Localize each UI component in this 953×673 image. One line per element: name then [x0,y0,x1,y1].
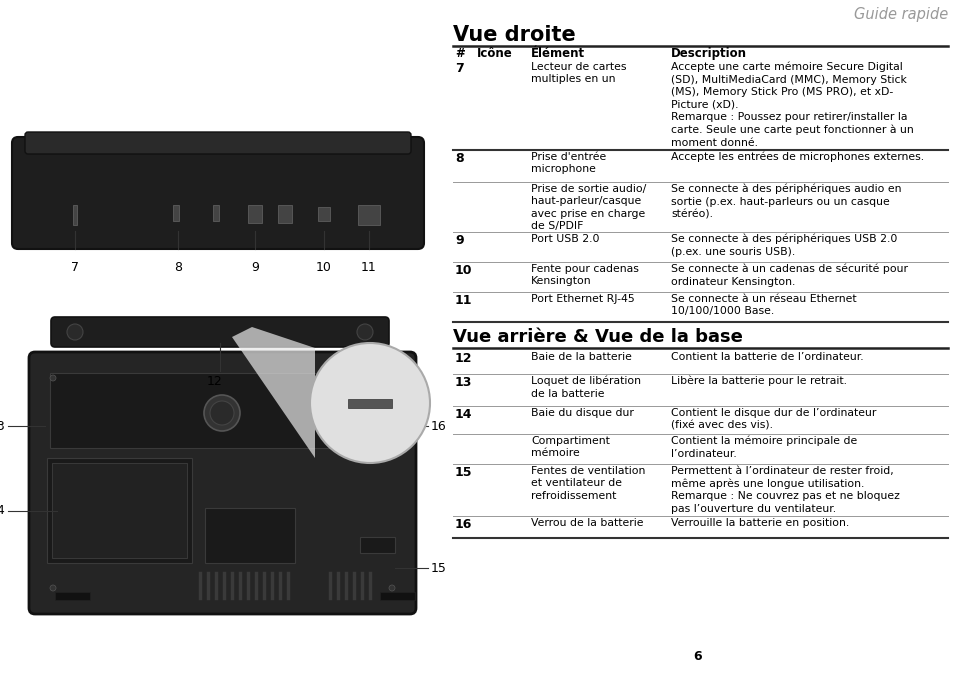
Text: Guide rapide: Guide rapide [853,7,947,22]
Text: Verrouille la batterie en position.: Verrouille la batterie en position. [670,518,848,528]
Bar [359,537,395,553]
Text: 15: 15 [455,466,472,479]
Bar [317,207,330,221]
Bar [277,205,292,223]
Text: 10: 10 [455,264,472,277]
Text: 13: 13 [455,376,472,389]
Text: 14: 14 [0,505,5,518]
Bar [47,458,192,563]
Text: Baie de la batterie: Baie de la batterie [531,352,631,362]
Text: 14: 14 [455,408,472,421]
Text: Port USB 2.0: Port USB 2.0 [531,234,598,244]
Circle shape [389,375,395,381]
Text: 13: 13 [0,419,5,433]
Circle shape [204,395,240,431]
FancyBboxPatch shape [51,317,389,347]
Text: Prise de sortie audio/
haut-parleur/casque
avec prise en charge
de S/PDIF: Prise de sortie audio/ haut-parleur/casq… [531,184,645,232]
Bar [205,508,294,563]
Text: 16: 16 [455,518,472,531]
Bar [357,205,379,225]
Text: Contient la batterie de l’ordinateur.: Contient la batterie de l’ordinateur. [670,352,862,362]
Bar [55,592,90,600]
Circle shape [67,324,83,340]
Text: 8: 8 [455,152,463,165]
Text: Verrou de la batterie: Verrou de la batterie [531,518,643,528]
Circle shape [50,585,56,591]
Text: Icône: Icône [476,47,512,60]
Text: Élément: Élément [531,47,584,60]
Text: Contient la mémoire principale de
l’ordinateur.: Contient la mémoire principale de l’ordi… [670,436,857,459]
Circle shape [389,585,395,591]
Bar [213,205,219,221]
Text: Port Ethernet RJ-45: Port Ethernet RJ-45 [531,294,634,304]
Text: Lecteur de cartes
multiples en un: Lecteur de cartes multiples en un [531,62,626,84]
Text: Accepte les entrées de microphones externes.: Accepte les entrées de microphones exter… [670,152,923,162]
Text: Se connecte à des périphériques USB 2.0
(p.ex. une souris USB).: Se connecte à des périphériques USB 2.0 … [670,234,897,257]
Text: 11: 11 [361,261,376,274]
Bar [379,592,415,600]
FancyBboxPatch shape [12,137,423,249]
Text: Prise d'entrée
microphone: Prise d'entrée microphone [531,152,605,174]
Bar [50,373,395,448]
Text: Compartiment
mémoire: Compartiment mémoire [531,436,609,458]
Text: Permettent à l’ordinateur de rester froid,
même après une longue utilisation.
Re: Permettent à l’ordinateur de rester froi… [670,466,899,514]
Text: Baie du disque dur: Baie du disque dur [531,408,633,418]
Text: 7: 7 [71,261,79,274]
Bar [52,463,187,558]
Circle shape [310,343,430,463]
Text: 12: 12 [455,352,472,365]
Text: 12: 12 [207,375,223,388]
Text: Contient le disque dur de l’ordinateur
(fixé avec des vis).: Contient le disque dur de l’ordinateur (… [670,408,876,431]
Text: Vue arrière & Vue de la base: Vue arrière & Vue de la base [453,328,742,346]
Text: 16: 16 [431,419,446,433]
Circle shape [356,324,373,340]
Text: 9: 9 [455,234,463,247]
Text: Accepte une carte mémoire Secure Digital
(SD), MultiMediaCard (MMC), Memory Stic: Accepte une carte mémoire Secure Digital… [670,62,913,147]
Text: Se connecte à un cadenas de sécurité pour
ordinateur Kensington.: Se connecte à un cadenas de sécurité pou… [670,264,907,287]
Text: 15: 15 [431,561,446,575]
Text: 10: 10 [315,261,332,274]
Text: 11: 11 [455,294,472,307]
Bar [73,205,77,225]
Circle shape [50,375,56,381]
Text: Loquet de libération
de la batterie: Loquet de libération de la batterie [531,376,640,399]
Text: Se connecte à des périphériques audio en
sortie (p.ex. haut-parleurs ou un casqu: Se connecte à des périphériques audio en… [670,184,901,219]
Circle shape [210,401,233,425]
FancyBboxPatch shape [29,352,416,614]
Text: 9: 9 [251,261,258,274]
Bar [348,399,392,408]
Bar [248,205,262,223]
Text: Libère la batterie pour le retrait.: Libère la batterie pour le retrait. [670,376,846,386]
Text: Fentes de ventilation
et ventilateur de
refroidissement: Fentes de ventilation et ventilateur de … [531,466,644,501]
Text: 6: 6 [693,650,701,663]
Bar [172,205,179,221]
Text: Fente pour cadenas
Kensington: Fente pour cadenas Kensington [531,264,639,287]
Text: Se connecte à un réseau Ethernet
10/100/1000 Base.: Se connecte à un réseau Ethernet 10/100/… [670,294,856,316]
Text: #: # [455,47,464,60]
Text: 8: 8 [173,261,182,274]
FancyBboxPatch shape [25,132,411,154]
Polygon shape [232,327,314,458]
Text: Vue droite: Vue droite [453,25,576,45]
Text: 7: 7 [455,62,463,75]
Text: Description: Description [670,47,746,60]
